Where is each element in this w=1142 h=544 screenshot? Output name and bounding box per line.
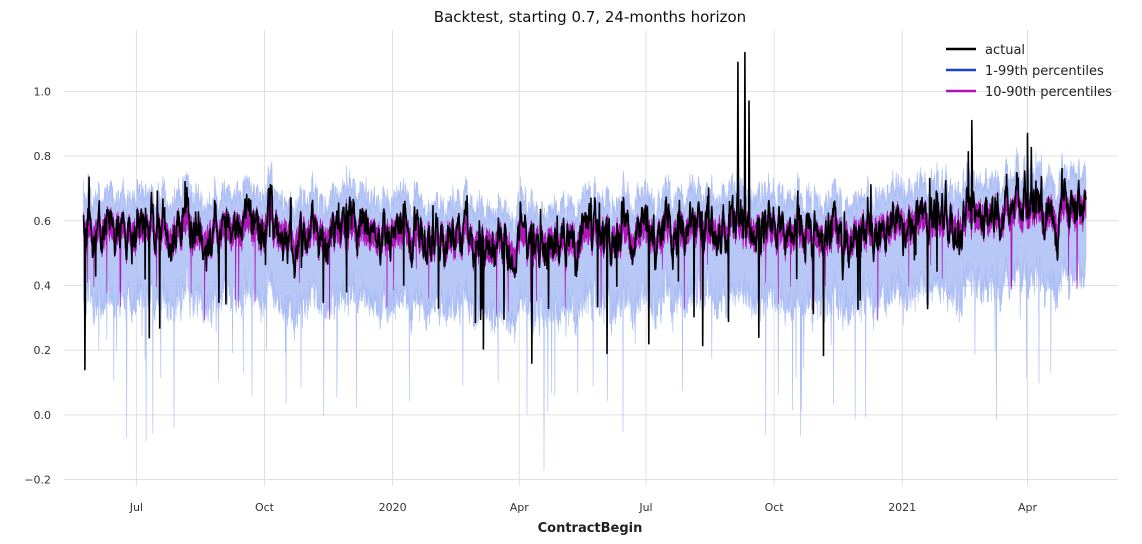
x-tick-label: 2021 <box>888 501 916 514</box>
y-tick-label: 0.0 <box>34 409 52 422</box>
y-tick-label: 0.8 <box>34 150 52 163</box>
x-tick-label: Apr <box>510 501 530 514</box>
x-tick-label: Jul <box>129 501 143 514</box>
x-tick-label: Oct <box>255 501 275 514</box>
chart-title: Backtest, starting 0.7, 24-months horizo… <box>434 8 746 26</box>
x-tick-label: 2020 <box>379 501 407 514</box>
actual-line <box>82 51 1087 371</box>
x-tick-label: Jul <box>638 501 652 514</box>
y-tick-label: 0.2 <box>34 344 52 357</box>
y-tick-label: −0.2 <box>24 474 51 487</box>
y-axis-ticks: −0.2 0.0 0.2 0.4 0.6 0.8 1.0 <box>24 85 51 486</box>
legend: actual 1-99th percentiles 10-90th percenti… <box>946 43 1112 100</box>
legend-label: actual <box>985 43 1025 58</box>
y-tick-label: 0.6 <box>34 215 52 228</box>
x-axis-label: ContractBegin <box>538 521 643 536</box>
x-tick-label: Apr <box>1018 501 1038 514</box>
y-tick-label: 0.4 <box>34 279 52 292</box>
legend-label: 1-99th percentiles <box>985 64 1104 79</box>
legend-label: 10-90th percentiles <box>985 85 1112 100</box>
y-tick-label: 1.0 <box>34 85 52 98</box>
x-tick-label: Oct <box>765 501 785 514</box>
actual-series <box>82 51 1087 371</box>
x-axis-ticks: Jul Oct 2020 Apr Jul Oct 2021 Apr <box>129 501 1038 514</box>
